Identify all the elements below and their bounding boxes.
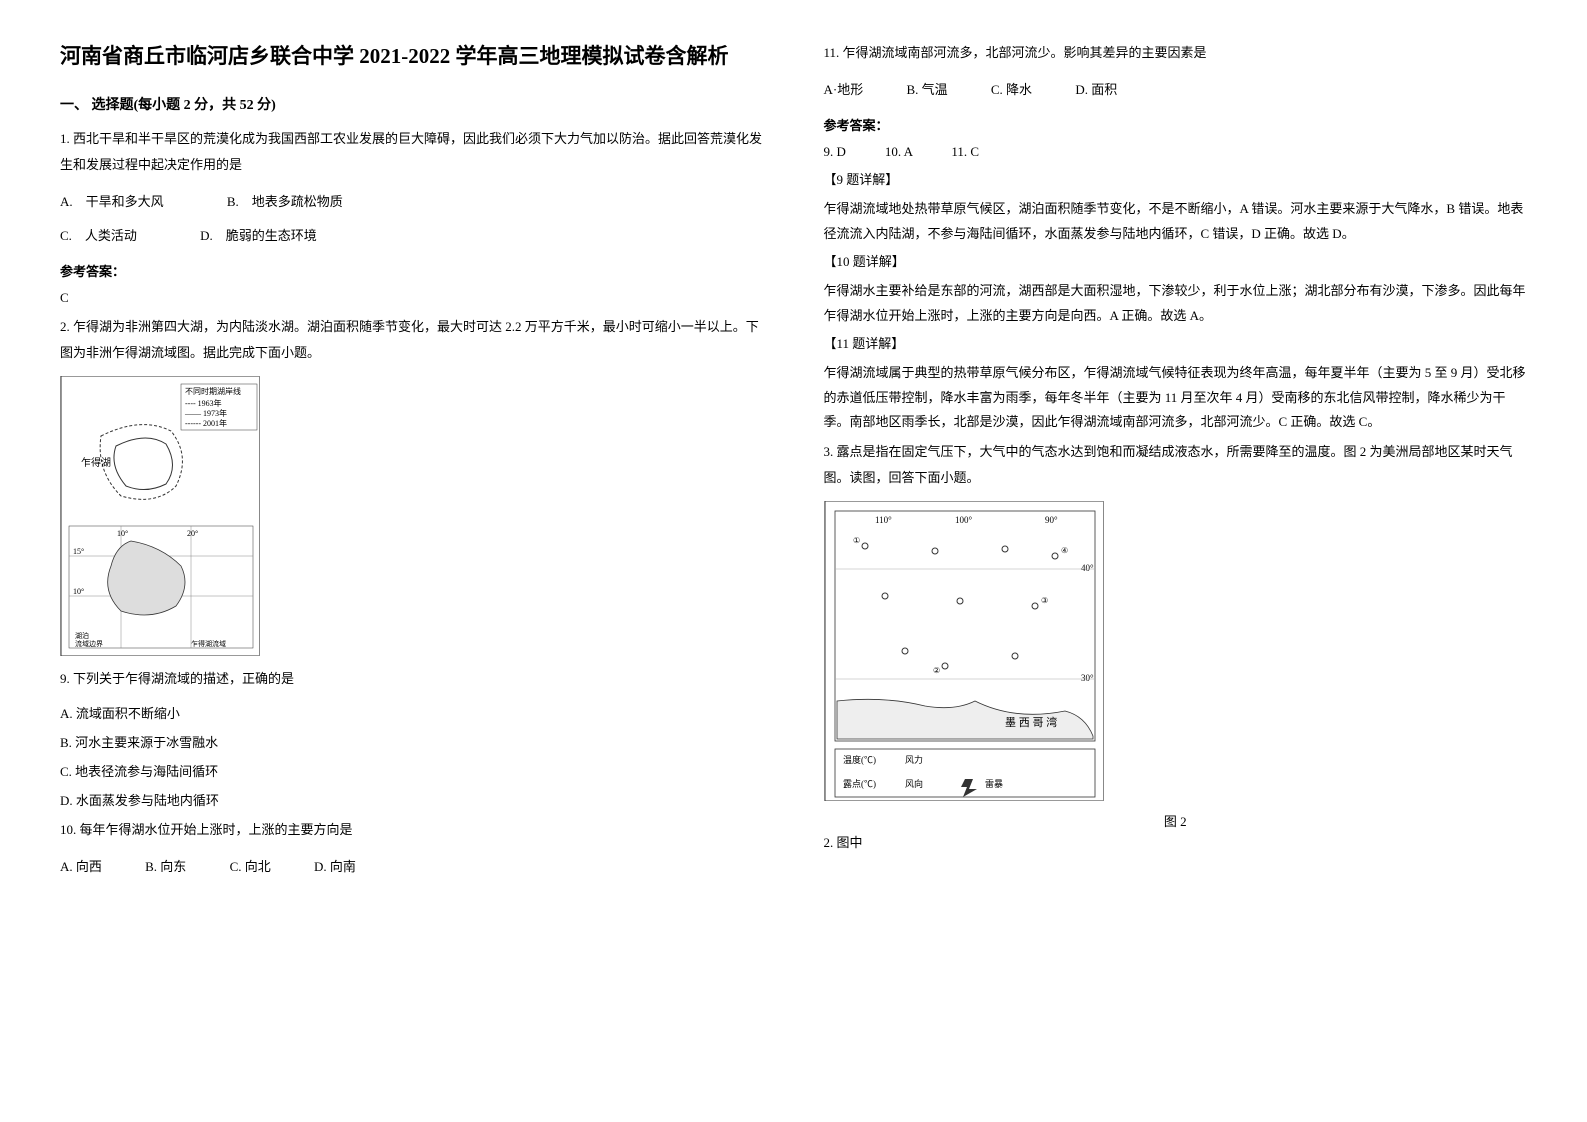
station-8: [902, 648, 908, 654]
answers-line: 9. D 10. A 11. C: [824, 140, 1528, 165]
q1-option-c: C. 人类活动: [60, 222, 137, 251]
q10-option-c: C. 向北: [230, 853, 271, 882]
q11-stem: 11. 乍得湖流域南部河流多，北部河流少。影响其差异的主要因素是: [824, 40, 1528, 66]
gulf-label: 墨 西 哥 湾: [1005, 715, 1057, 729]
q2-stem: 2. 乍得湖为非洲第四大湖，为内陆淡水湖。湖泊面积随季节变化，最大时可达 2.2…: [60, 314, 764, 366]
q11-options: A·地形 B. 气温 C. 降水 D. 面积: [824, 76, 1528, 105]
legend-storm: 雷暴: [985, 779, 1003, 789]
weather-map-svg: 110° 100° 90° 40° 30° 墨 西 哥 湾 ① ④ ③ ②: [825, 501, 1103, 801]
q1-answer-label: 参考答案：: [60, 261, 764, 280]
document-container: 河南省商丘市临河店乡联合中学 2021-2022 学年高三地理模拟试卷含解析 一…: [60, 40, 1527, 888]
q11-option-a: A·地形: [824, 76, 864, 105]
legend-1973: —— 1973年: [184, 408, 227, 418]
q9-option-d: D. 水面蒸发参与陆地内循环: [60, 789, 764, 814]
svg-text:100°: 100°: [955, 515, 973, 525]
station-5: [882, 593, 888, 599]
q11-option-c: C. 降水: [991, 76, 1032, 105]
q9-option-a: A. 流域面积不断缩小: [60, 702, 764, 727]
q10-option-a: A. 向西: [60, 853, 102, 882]
q3-figure-caption: 图 2: [824, 811, 1528, 830]
svg-text:①: ①: [853, 536, 860, 545]
expl10-text: 乍得湖水主要补给是东部的河流，湖西部是大面积湿地，下渗较少，利于水位上涨；湖北部…: [824, 279, 1528, 328]
exam-title: 河南省商丘市临河店乡联合中学 2021-2022 学年高三地理模拟试卷含解析: [60, 40, 764, 74]
q10-option-b: B. 向东: [145, 853, 186, 882]
q1-option-b: B. 地表多疏松物质: [227, 188, 343, 217]
q1-stem: 1. 西北干旱和半干旱区的荒漠化成为我国西部工农业发展的巨大障碍，因此我们必须下…: [60, 126, 764, 178]
q10-options: A. 向西 B. 向东 C. 向北 D. 向南: [60, 853, 764, 882]
svg-text:流域边界: 流域边界: [75, 639, 103, 648]
svg-text:30°: 30°: [1081, 673, 1094, 683]
svg-text:20°: 20°: [187, 529, 198, 538]
svg-text:90°: 90°: [1045, 515, 1058, 525]
legend-2001: ------ 2001年: [185, 418, 227, 428]
q1-options-row1: A. 干旱和多大风 B. 地表多疏松物质: [60, 188, 764, 217]
legend-title: 不同时期湖岸线: [185, 386, 241, 396]
q10-option-d: D. 向南: [314, 853, 356, 882]
svg-text:10°: 10°: [117, 529, 128, 538]
svg-text:湖泊: 湖泊: [75, 631, 89, 640]
svg-text:110°: 110°: [875, 515, 892, 525]
expl9-label: 【9 题详解】: [824, 168, 1528, 193]
q3-stem: 3. 露点是指在固定气压下，大气中的气态水达到饱和而凝结成液态水，所需要降至的温…: [824, 439, 1528, 491]
q1-option-d: D. 脆弱的生态环境: [200, 222, 317, 251]
left-column: 河南省商丘市临河店乡联合中学 2021-2022 学年高三地理模拟试卷含解析 一…: [60, 40, 764, 888]
svg-text:乍得湖流域: 乍得湖流域: [191, 639, 226, 648]
svg-text:40°: 40°: [1081, 563, 1094, 573]
expl11-label: 【11 题详解】: [824, 332, 1528, 357]
svg-text:④: ④: [1061, 546, 1068, 555]
legend-temp: 温度(℃): [843, 754, 876, 765]
expl11-text: 乍得湖流域属于典型的热带草原气候分布区，乍得湖流域气候特征表现为终年高温，每年夏…: [824, 361, 1528, 435]
svg-text:③: ③: [1041, 596, 1048, 605]
q3-sub-stem: 2. 图中: [824, 830, 1528, 856]
expl10-label: 【10 题详解】: [824, 250, 1528, 275]
q2-figure-chad-lake: 不同时期湖岸线 ---- 1963年 —— 1973年 ------ 2001年…: [60, 376, 260, 656]
station-3: [1002, 546, 1008, 552]
station-10: [1012, 653, 1018, 659]
station-6: [957, 598, 963, 604]
q9-option-c: C. 地表径流参与海陆间循环: [60, 760, 764, 785]
q1-answer: C: [60, 286, 764, 311]
q11-option-d: D. 面积: [1075, 76, 1117, 105]
chad-lake-map-svg: 不同时期湖岸线 ---- 1963年 —— 1973年 ------ 2001年…: [61, 376, 259, 656]
station-2: [932, 548, 938, 554]
svg-text:10°: 10°: [73, 587, 84, 596]
right-column: 11. 乍得湖流域南部河流多，北部河流少。影响其差异的主要因素是 A·地形 B.…: [824, 40, 1528, 888]
svg-text:②: ②: [933, 666, 940, 675]
legend-dew: 露点(℃): [843, 779, 876, 789]
q3-figure-weather-map: 110° 100° 90° 40° 30° 墨 西 哥 湾 ① ④ ③ ②: [824, 501, 1104, 801]
q10-stem: 10. 每年乍得湖水位开始上涨时，上涨的主要方向是: [60, 817, 764, 843]
expl9-text: 乍得湖流域地处热带草原气候区，湖泊面积随季节变化，不是不断缩小，A 错误。河水主…: [824, 197, 1528, 246]
q9-stem: 9. 下列关于乍得湖流域的描述，正确的是: [60, 666, 764, 692]
legend-wind: 风力: [905, 754, 923, 765]
svg-text:15°: 15°: [73, 547, 84, 556]
answers-label: 参考答案：: [824, 115, 1528, 134]
lake-label: 乍得湖: [81, 456, 111, 469]
legend-1963: ---- 1963年: [185, 398, 222, 408]
section-1-heading: 一、 选择题(每小题 2 分，共 52 分): [60, 94, 764, 114]
q9-option-b: B. 河水主要来源于冰雪融水: [60, 731, 764, 756]
q1-options-row2: C. 人类活动 D. 脆弱的生态环境: [60, 222, 764, 251]
legend-dir: 风向: [905, 778, 923, 789]
q11-option-b: B. 气温: [906, 76, 947, 105]
q1-option-a: A. 干旱和多大风: [60, 188, 164, 217]
